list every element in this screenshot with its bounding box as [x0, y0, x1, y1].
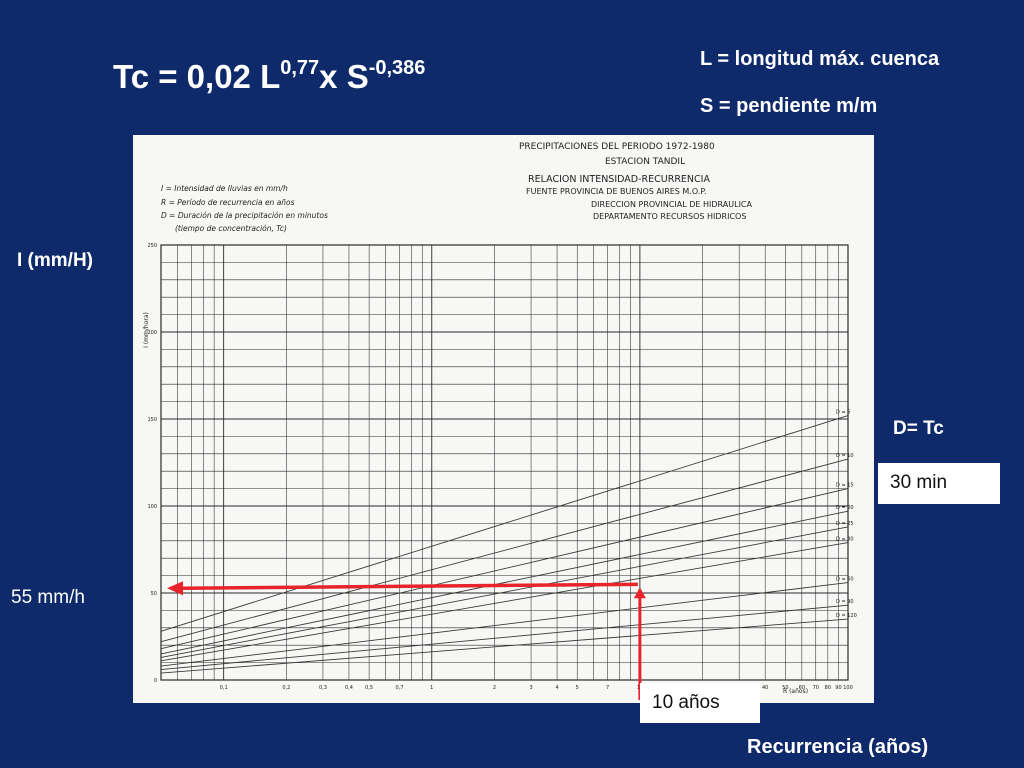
- chart-ticks: 0 50 100 150 200 250 0,1 0,2 0,3 0,4 0,5 0,7 1 2 3 4 5 7 1…: [147, 243, 852, 691]
- chart-xlabel: R (años): [783, 688, 808, 695]
- x-tick-label: 100: [843, 685, 853, 691]
- intensity-result-label: 55 mm/h: [11, 587, 85, 608]
- chart-note-line: (tiempo de concentración, Tc): [175, 224, 287, 233]
- x-tick-label: 2: [493, 685, 496, 691]
- chart-subtitle-line: DIRECCION PROVINCIAL DE HIDRAULICA: [591, 200, 753, 209]
- y-tick-label: 150: [147, 417, 157, 423]
- formula-exp-s: -0,386: [368, 57, 426, 79]
- idf-chart: 0 50 100 150 200 250 0,1 0,2 0,3 0,4 0,5 0,7 1 2 3 4 5 7 1…: [143, 142, 857, 700]
- y-tick-label: 0: [154, 678, 157, 684]
- chart-grid: [160, 244, 849, 681]
- y-tick-label: 200: [147, 330, 157, 336]
- x-tick-label: 0,4: [345, 685, 353, 691]
- series-label: D = 10: [836, 453, 854, 459]
- chart-title: PRECIPITACIONES DEL PERIODO 1972-1980: [519, 142, 715, 152]
- series-label: D = 25: [836, 521, 854, 527]
- series-line: [160, 604, 849, 671]
- x-tick-label: 40: [762, 685, 768, 691]
- x-tick-label: 0,7: [396, 685, 404, 691]
- x-tick-label: 0,5: [365, 685, 373, 691]
- x-tick-label: 90: [835, 685, 841, 691]
- series-label: D = 90: [836, 599, 854, 605]
- chart-curves: [160, 415, 849, 674]
- chart-subtitle-line: FUENTE PROVINCIA DE BUENOS AIRES M.O.P.: [526, 187, 707, 196]
- series-label: D = 15: [836, 483, 854, 489]
- series-line: [160, 415, 849, 632]
- chart-subtitle-line: RELACION INTENSIDAD-RECURRENCIA: [528, 174, 710, 185]
- x-tick-label: 1: [430, 685, 433, 691]
- series-line: [160, 618, 849, 674]
- series-line: [160, 510, 849, 655]
- chart-note-line: D = Duración de la precipitación en minu…: [161, 211, 328, 220]
- chart-ylabel: I (mm/hora): [143, 312, 150, 348]
- recurrence-arrowhead: [633, 587, 646, 599]
- x-tick-label: 0,1: [220, 685, 228, 691]
- series-line: [160, 458, 849, 643]
- formula-title: Tc = 0,02 L0,77x S-0,386: [113, 58, 425, 96]
- x-tick-label: 3: [529, 685, 532, 691]
- series-label: D = 30: [836, 537, 854, 543]
- x-tick-label: 5: [576, 685, 579, 691]
- formula-exp-l: 0,77: [280, 57, 320, 79]
- chart-note-line: R = Período de recurrencia en años: [161, 198, 295, 207]
- series-line: [160, 582, 849, 667]
- recurrence-axis-label: Recurrencia (años): [747, 736, 929, 758]
- series-line: [160, 526, 849, 658]
- chart-texts: D = 5 D = 10 D = 15 D = 20 D = 25 D = 30 D = 6…: [143, 142, 857, 695]
- intensity-arrowhead: [167, 581, 183, 596]
- y-tick-label: 100: [147, 504, 157, 510]
- idf-chart-panel: 0 50 100 150 200 250 0,1 0,2 0,3 0,4 0,5 0,7 1 2 3 4 5 7 1…: [133, 135, 874, 703]
- intensity-axis-label: I (mm/H): [17, 250, 93, 271]
- series-label: D = 20: [836, 505, 854, 511]
- x-tick-label: 4: [555, 685, 558, 691]
- intensity-arrow: [180, 582, 638, 591]
- chart-subtitle-line: ESTACION TANDIL: [605, 157, 685, 167]
- chart-annotation: [167, 581, 646, 700]
- series-label: D = 120: [836, 613, 857, 619]
- chart-note-line: I = Intensidad de lluvias en mm/h: [161, 184, 288, 193]
- x-tick-label: 0,3: [319, 685, 327, 691]
- formula-mid: x S: [319, 58, 369, 95]
- legend-l-text: L = longitud máx. cuenca: [700, 48, 940, 70]
- x-tick-label: 60: [799, 685, 805, 691]
- plot-frame: [160, 244, 849, 681]
- y-tick-label: 250: [147, 243, 157, 249]
- y-tick-label: 50: [151, 591, 157, 597]
- duration-label: D= Tc: [893, 418, 944, 439]
- x-tick-label: 50: [782, 685, 788, 691]
- duration-value-box: 30 min: [878, 463, 1000, 504]
- formula-base: Tc = 0,02 L: [113, 58, 281, 95]
- recurrence-value-box: 10 años: [640, 683, 760, 723]
- x-tick-label: 0,2: [282, 685, 290, 691]
- legend-s-text: S = pendiente m/m: [700, 95, 878, 117]
- x-tick-label: 80: [825, 685, 831, 691]
- series-line: [160, 542, 849, 662]
- x-tick-label: 7: [606, 685, 609, 691]
- chart-subtitle-line: DEPARTAMENTO RECURSOS HIDRICOS: [593, 212, 746, 221]
- series-line: [160, 488, 849, 650]
- x-tick-label: 70: [813, 685, 819, 691]
- series-label: D = 60: [836, 577, 854, 583]
- series-label: D = 5: [836, 410, 850, 416]
